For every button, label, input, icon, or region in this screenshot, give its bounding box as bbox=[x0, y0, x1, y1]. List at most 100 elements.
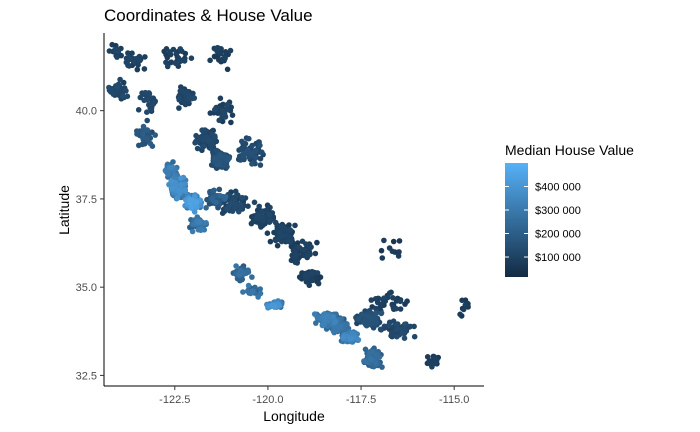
colorbar-tick-label: $300 000 bbox=[535, 205, 581, 217]
data-point bbox=[175, 94, 182, 100]
data-point bbox=[274, 236, 280, 243]
data-point bbox=[212, 106, 218, 113]
colorbar-ticks: $100 000 $200 000 $300 000 $400 000 bbox=[505, 182, 581, 264]
data-point bbox=[249, 274, 255, 280]
data-point bbox=[114, 54, 120, 60]
data-point bbox=[178, 175, 184, 182]
data-point bbox=[308, 270, 315, 277]
data-point bbox=[320, 322, 327, 329]
data-point bbox=[233, 263, 239, 269]
data-point bbox=[378, 301, 384, 308]
data-point bbox=[274, 242, 281, 249]
data-point bbox=[125, 50, 131, 56]
data-point bbox=[224, 101, 231, 108]
data-point bbox=[185, 92, 192, 98]
data-point bbox=[167, 164, 173, 171]
data-point bbox=[125, 62, 131, 69]
data-point bbox=[364, 313, 371, 320]
data-point bbox=[462, 302, 469, 308]
data-point bbox=[259, 149, 265, 155]
data-point bbox=[187, 197, 194, 203]
data-point bbox=[306, 251, 313, 257]
data-point bbox=[222, 55, 228, 62]
data-point bbox=[236, 208, 242, 215]
data-point bbox=[176, 105, 182, 111]
data-point bbox=[203, 205, 209, 211]
y-axis-label: Latitude bbox=[56, 185, 72, 235]
data-point bbox=[363, 322, 370, 329]
data-point bbox=[173, 51, 180, 57]
data-point bbox=[293, 252, 299, 259]
data-point bbox=[251, 199, 258, 206]
data-point bbox=[206, 137, 212, 143]
x-tick-label: -117.5 bbox=[346, 394, 376, 406]
data-point bbox=[252, 147, 259, 154]
data-point bbox=[397, 298, 404, 305]
data-point bbox=[216, 153, 223, 159]
data-point bbox=[285, 238, 292, 245]
y-tick-label: 40.0 bbox=[76, 106, 97, 118]
data-point bbox=[335, 324, 342, 330]
data-point bbox=[217, 193, 224, 199]
data-point bbox=[140, 123, 147, 130]
data-point bbox=[301, 247, 308, 253]
data-point bbox=[120, 93, 126, 100]
data-point bbox=[142, 54, 148, 60]
data-point bbox=[169, 185, 175, 192]
data-point bbox=[193, 132, 199, 139]
data-point bbox=[106, 84, 112, 91]
data-point bbox=[106, 48, 113, 54]
colorbar-tick-label: $200 000 bbox=[535, 229, 581, 241]
data-point bbox=[216, 57, 222, 63]
data-point bbox=[123, 88, 129, 94]
data-point bbox=[347, 336, 353, 342]
data-point bbox=[363, 359, 369, 365]
data-point bbox=[372, 310, 379, 317]
data-point bbox=[188, 205, 195, 211]
x-axis-label: Longitude bbox=[263, 408, 325, 424]
data-point bbox=[219, 107, 226, 114]
data-point bbox=[182, 181, 188, 187]
data-point bbox=[237, 267, 244, 274]
data-point bbox=[231, 200, 237, 207]
data-point bbox=[144, 127, 151, 133]
data-point bbox=[317, 274, 324, 281]
data-point bbox=[311, 311, 318, 317]
data-point bbox=[245, 282, 252, 289]
data-points bbox=[106, 41, 471, 370]
data-point bbox=[386, 322, 392, 329]
data-point bbox=[255, 294, 261, 300]
data-point bbox=[195, 227, 202, 233]
data-point bbox=[194, 139, 200, 145]
data-point bbox=[373, 318, 379, 324]
data-point bbox=[134, 131, 140, 137]
data-point bbox=[393, 326, 400, 333]
x-tick-label: -120.0 bbox=[252, 394, 283, 406]
data-point bbox=[278, 238, 285, 245]
data-point bbox=[302, 273, 309, 280]
data-point bbox=[264, 230, 271, 236]
data-point bbox=[237, 201, 243, 207]
data-point bbox=[248, 150, 255, 156]
data-point bbox=[144, 97, 150, 103]
data-point bbox=[191, 209, 198, 215]
data-point bbox=[279, 223, 285, 230]
data-point bbox=[378, 247, 385, 254]
data-point bbox=[239, 194, 246, 201]
data-point bbox=[168, 59, 175, 65]
data-point bbox=[272, 303, 279, 310]
data-point bbox=[174, 195, 181, 201]
data-point bbox=[216, 117, 222, 124]
data-point bbox=[393, 305, 399, 312]
data-point bbox=[257, 142, 263, 149]
data-point bbox=[136, 57, 142, 64]
data-point bbox=[237, 272, 243, 279]
data-point bbox=[144, 117, 150, 124]
data-point bbox=[401, 335, 408, 342]
data-point bbox=[381, 295, 387, 302]
data-point bbox=[249, 288, 256, 295]
data-point bbox=[399, 330, 406, 336]
data-point bbox=[239, 138, 245, 145]
data-point bbox=[379, 364, 385, 370]
data-point bbox=[257, 286, 264, 292]
